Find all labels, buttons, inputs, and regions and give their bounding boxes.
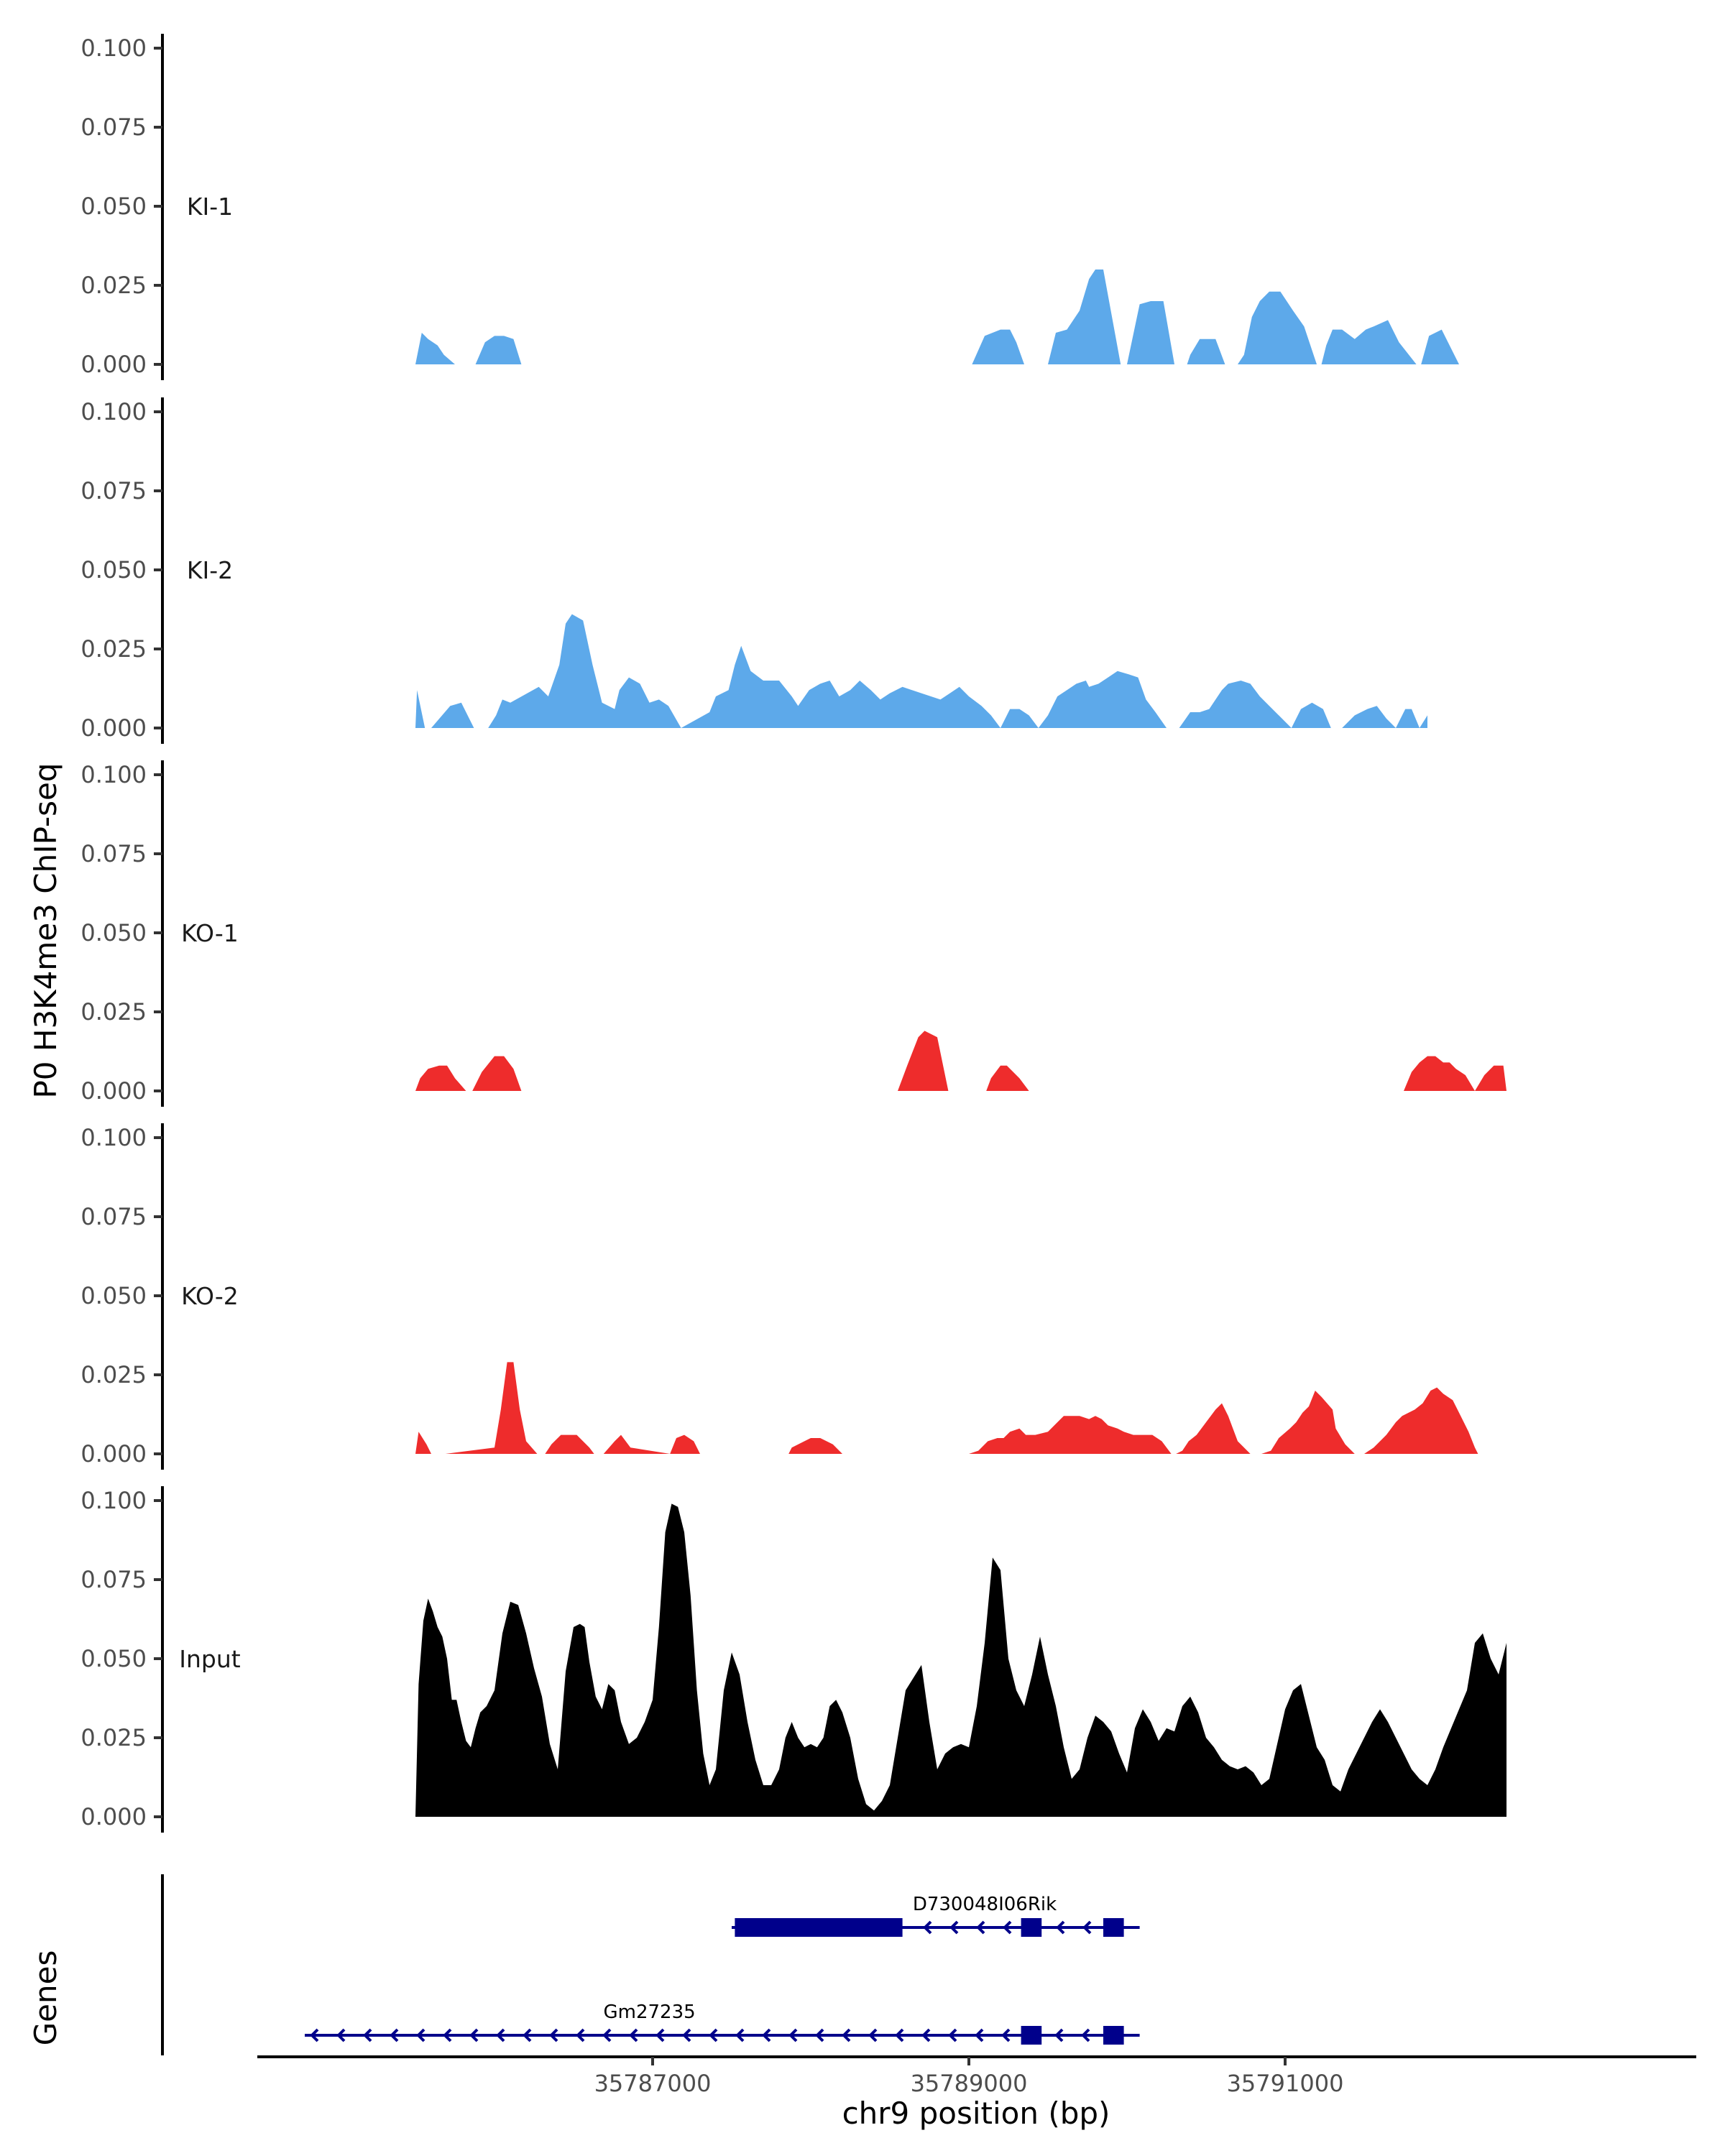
strand-arrow — [523, 2028, 532, 2042]
y-tick-label: 0.050 — [80, 1645, 147, 1672]
x-axis: 35787000 35789000 35791000 — [257, 2055, 1696, 2097]
y-tick-label: 0.075 — [80, 114, 147, 141]
y-tick-label: 0.050 — [80, 556, 147, 584]
strand-arrow — [682, 2028, 691, 2042]
track-input: 0.000 0.025 0.050 0.075 0.100 Input — [80, 1486, 1506, 1833]
y-axis-title: P0 H3K4me3 ChIP-seq — [28, 763, 63, 1098]
strand-arrow — [1082, 1920, 1092, 1935]
strand-arrow — [363, 2028, 372, 2042]
genes-axis-title: Genes — [28, 1950, 63, 2046]
track-ki-1: 0.000 0.025 0.050 0.075 0.100 KI-1 — [80, 34, 1459, 380]
strand-arrow — [788, 2028, 798, 2042]
strand-arrow — [735, 2028, 745, 2042]
strand-arrow — [976, 1920, 985, 1935]
tracks-layer: 0.0000.0250.0500.0750.100KI-10.0000.0250… — [80, 34, 1506, 1833]
strand-arrow — [842, 2028, 851, 2042]
strand-arrow — [709, 2028, 718, 2042]
strand-arrow — [895, 2028, 904, 2042]
y-tick-label: 0.000 — [80, 351, 147, 378]
track-ki-2: 0.000 0.025 0.050 0.075 0.100 KI-2 — [80, 397, 1427, 744]
strand-arrow — [629, 2028, 638, 2042]
strand-arrow — [1001, 2028, 1011, 2042]
gene-name-label: Gm27235 — [604, 2001, 696, 2023]
strand-arrow — [1056, 1920, 1065, 1935]
track-label: KI-1 — [187, 193, 233, 221]
y-tick-label: 0.050 — [80, 919, 147, 946]
y-tick-label: 0.100 — [80, 398, 147, 425]
y-tick-label: 0.000 — [80, 1077, 147, 1105]
gene-exon — [735, 1918, 903, 1937]
strand-arrow — [443, 2028, 452, 2042]
y-tick-label: 0.100 — [80, 761, 147, 788]
strand-arrow — [815, 2028, 824, 2042]
strand-arrow — [949, 1920, 959, 1935]
strand-arrow — [390, 2028, 399, 2042]
y-tick-label: 0.100 — [80, 34, 147, 62]
y-tick-label: 0.025 — [80, 1724, 147, 1751]
strand-arrow — [336, 2028, 346, 2042]
strand-arrow — [469, 2028, 479, 2042]
strand-arrow — [310, 2028, 319, 2042]
signal-area-ki-2 — [415, 614, 1427, 728]
signal-area-ko-2 — [415, 1362, 1478, 1454]
strand-arrow — [868, 2028, 878, 2042]
track-label: KO-1 — [181, 919, 239, 947]
track-label: KI-2 — [187, 556, 233, 584]
y-tick-label: 0.075 — [80, 840, 147, 867]
y-tick-label: 0.100 — [80, 1487, 147, 1514]
signal-area-input — [415, 1503, 1506, 1817]
strand-arrow — [921, 2028, 931, 2042]
genes-layer: D730048I06Rik Gm27235 — [161, 1874, 1140, 2055]
strand-arrow — [656, 2028, 665, 2042]
strand-arrow — [1081, 2028, 1090, 2042]
x-tick-label: 35789000 — [911, 2070, 1028, 2097]
strand-arrow — [549, 2028, 558, 2042]
y-tick-label: 0.075 — [80, 1566, 147, 1593]
gene-exon — [1103, 2026, 1124, 2045]
y-tick-label: 0.025 — [80, 1361, 147, 1388]
y-tick-label: 0.050 — [80, 1282, 147, 1309]
strand-arrow — [975, 2028, 984, 2042]
y-tick-label: 0.050 — [80, 193, 147, 220]
y-tick-label: 0.025 — [80, 635, 147, 663]
x-tick-label: 35791000 — [1227, 2070, 1344, 2097]
y-tick-label: 0.075 — [80, 477, 147, 505]
strand-arrow — [602, 2028, 612, 2042]
strand-arrow — [1054, 2028, 1064, 2042]
strand-arrow — [1003, 1920, 1012, 1935]
signal-area-ko-1 — [415, 1031, 1506, 1091]
strand-arrow — [762, 2028, 771, 2042]
strand-arrow — [416, 2028, 426, 2042]
track-ko-2: 0.000 0.025 0.050 0.075 0.100 KO-2 — [80, 1123, 1478, 1470]
y-tick-label: 0.075 — [80, 1203, 147, 1230]
gene-exon — [1103, 1918, 1124, 1937]
strand-arrow — [948, 2028, 957, 2042]
gene-exon — [1021, 2026, 1042, 2045]
strand-arrow — [923, 1920, 932, 1935]
y-tick-label: 0.000 — [80, 714, 147, 742]
y-tick-label: 0.025 — [80, 272, 147, 299]
y-tick-label: 0.025 — [80, 998, 147, 1026]
x-tick-label: 35787000 — [594, 2070, 712, 2097]
signal-area-ki-1 — [415, 270, 1459, 364]
gene-name-label: D730048I06Rik — [913, 1894, 1057, 1915]
strand-arrow — [576, 2028, 585, 2042]
y-tick-label: 0.100 — [80, 1124, 147, 1151]
y-tick-label: 0.000 — [80, 1440, 147, 1468]
gene-gm27235: Gm27235 — [305, 2001, 1140, 2045]
y-tick-label: 0.000 — [80, 1803, 147, 1830]
gene-exon — [1021, 1918, 1042, 1937]
x-axis-title: chr9 position (bp) — [842, 2096, 1110, 2131]
track-label: Input — [179, 1645, 241, 1673]
track-label: KO-2 — [181, 1282, 239, 1310]
strand-arrow — [496, 2028, 505, 2042]
track-ko-1: 0.000 0.025 0.050 0.075 0.100 KO-1 — [80, 760, 1506, 1107]
gene-d730048i06rik: D730048I06Rik — [732, 1894, 1140, 1937]
